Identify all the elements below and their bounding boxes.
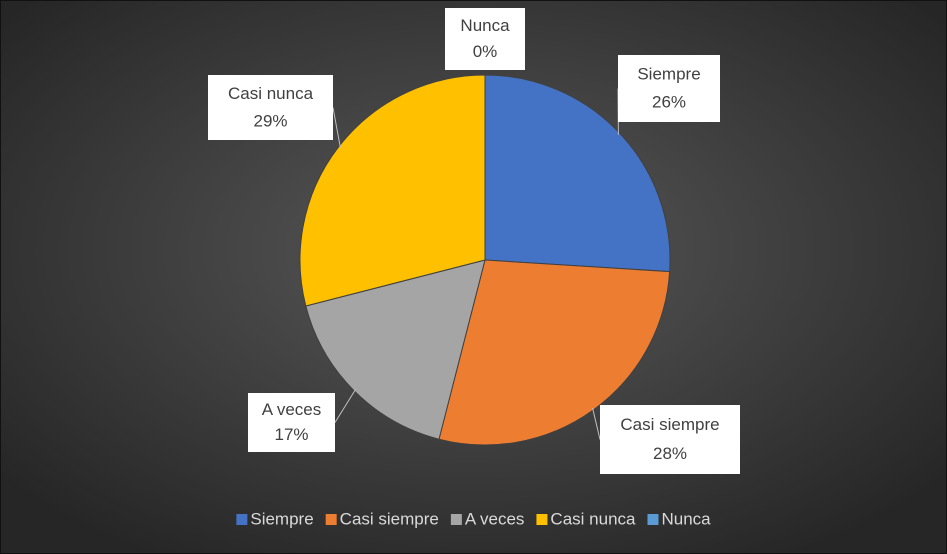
label-box	[618, 55, 720, 122]
category-label: Nunca	[460, 16, 510, 35]
leader-line	[332, 107, 341, 148]
value-label: 28%	[653, 444, 687, 463]
category-label: Siempre	[637, 65, 700, 84]
pie-slice	[484, 74, 671, 273]
pie	[299, 74, 671, 446]
label-box	[248, 393, 335, 452]
category-label: A veces	[262, 400, 322, 419]
value-label: 17%	[274, 425, 308, 444]
label-box	[445, 8, 525, 70]
value-label: 0%	[473, 42, 498, 61]
legend-label: Casi siempre	[340, 509, 439, 528]
value-label: 26%	[652, 93, 686, 112]
legend-label: Siempre	[250, 509, 313, 528]
category-label: Casi nunca	[228, 84, 314, 103]
pie-slice	[299, 74, 486, 307]
leader-line	[592, 407, 601, 440]
legend-label: Casi nunca	[550, 509, 636, 528]
legend-swatch	[647, 514, 659, 525]
legend-swatch	[236, 514, 248, 525]
label-box	[600, 405, 740, 474]
legend-label: Nunca	[661, 509, 711, 528]
value-label: 29%	[253, 111, 287, 130]
legend-swatch	[536, 514, 548, 525]
leader-line	[334, 389, 357, 423]
legend-swatch	[450, 514, 462, 525]
legend: Siempre Casi siempre A veces Casi nunca Nunc…	[236, 509, 711, 528]
legend-label: A veces	[465, 509, 525, 528]
pie-slice	[438, 259, 671, 446]
category-label: Casi siempre	[620, 415, 719, 434]
data-labels: Siempre 26% Casi siempre 28% A veces 17% Casi …	[208, 8, 740, 474]
label-box	[208, 75, 333, 140]
legend-swatch	[325, 514, 337, 525]
